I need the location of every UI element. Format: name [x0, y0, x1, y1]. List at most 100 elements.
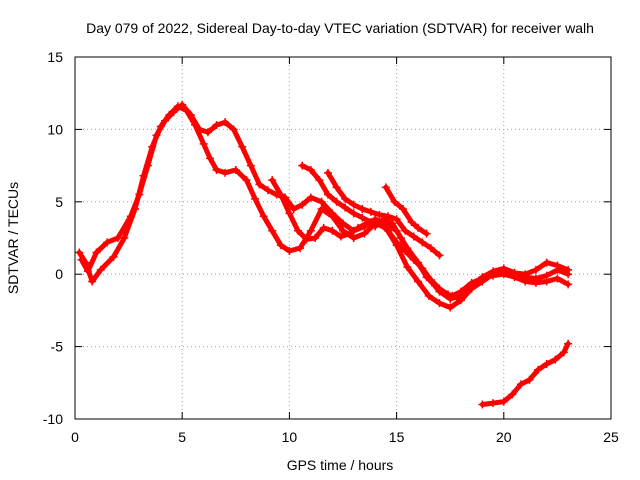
data-point	[401, 226, 410, 235]
data-point	[229, 125, 238, 134]
data-point	[276, 190, 285, 199]
x-axis-label: GPS time / hours	[287, 457, 394, 473]
data-point	[516, 380, 525, 389]
data-point	[75, 248, 84, 257]
data-point	[392, 215, 401, 224]
data-point	[341, 194, 350, 203]
data-point	[83, 267, 92, 276]
data-point	[424, 291, 433, 300]
data-point	[323, 190, 332, 199]
data-point	[268, 176, 277, 185]
series-line	[325, 170, 442, 258]
data-point	[242, 176, 251, 185]
data-point	[489, 399, 498, 408]
data-point	[88, 277, 97, 286]
series-track-e	[323, 168, 444, 260]
data-point	[366, 207, 375, 216]
chart-title: Day 079 of 2022, Sidereal Day-to-day VTE…	[86, 20, 594, 36]
data-point	[499, 397, 508, 406]
data-point	[401, 247, 410, 256]
data-point	[375, 219, 384, 228]
data-point	[268, 226, 277, 235]
y-tick-label: 15	[47, 49, 63, 65]
data-point	[293, 226, 302, 235]
data-point	[478, 400, 487, 409]
data-point	[263, 186, 272, 195]
data-point	[152, 131, 161, 140]
data-point	[311, 234, 320, 242]
data-point	[360, 229, 369, 238]
plot-frame	[74, 56, 612, 420]
data-point	[553, 274, 562, 283]
data-point	[531, 265, 540, 274]
data-point	[542, 258, 551, 267]
data-point	[444, 290, 453, 299]
y-tick-label: 10	[47, 121, 63, 137]
data-point	[302, 235, 311, 244]
data-point	[366, 218, 375, 227]
data-point	[92, 248, 101, 257]
data-point	[143, 161, 152, 170]
data-point	[499, 270, 508, 279]
data-point	[388, 219, 397, 228]
data-point	[489, 271, 498, 280]
data-point	[306, 165, 315, 174]
data-point	[435, 299, 444, 308]
data-point	[317, 205, 326, 214]
data-point	[531, 278, 540, 287]
data-point	[77, 255, 86, 264]
data-point	[418, 238, 427, 247]
data-point	[113, 234, 122, 242]
data-point	[435, 284, 444, 293]
data-point	[435, 251, 444, 260]
data-point	[418, 264, 427, 273]
data-point	[195, 125, 204, 134]
data-point	[251, 194, 260, 203]
data-point	[559, 348, 568, 357]
data-point	[426, 244, 435, 253]
data-point	[525, 375, 534, 384]
data-point	[456, 287, 465, 296]
data-series	[75, 100, 573, 409]
data-point	[384, 212, 393, 221]
data-point	[96, 265, 105, 274]
x-tick-label: 25	[603, 429, 619, 445]
data-point	[409, 255, 418, 264]
data-point	[178, 100, 187, 109]
y-tick-label: -5	[51, 339, 64, 355]
data-point	[392, 238, 401, 247]
data-point	[349, 200, 358, 209]
y-tick-label: -10	[43, 411, 63, 427]
data-point	[103, 238, 112, 247]
series-line	[383, 184, 430, 237]
data-point	[221, 168, 230, 177]
data-point	[414, 223, 423, 232]
series-line	[479, 341, 571, 407]
data-point	[478, 274, 487, 283]
data-point	[285, 247, 294, 256]
data-point	[238, 142, 247, 151]
series-line	[299, 163, 460, 300]
data-point	[199, 139, 208, 148]
data-point	[564, 339, 573, 348]
data-point	[169, 108, 178, 117]
data-point	[358, 213, 367, 222]
data-point	[553, 261, 562, 270]
data-point	[203, 128, 212, 137]
data-point	[319, 223, 328, 232]
data-point	[221, 118, 230, 127]
data-point	[285, 209, 294, 218]
data-point	[521, 270, 530, 279]
x-tick-label: 5	[178, 429, 186, 445]
data-point	[452, 293, 461, 302]
x-tick-label: 0	[71, 429, 79, 445]
data-point	[564, 265, 573, 274]
ticks: 0 5 10 15 20 25 -10 -5 0 5 10 15	[43, 49, 619, 445]
data-point	[354, 223, 363, 232]
data-point	[339, 219, 347, 228]
data-point	[246, 161, 255, 170]
data-point	[126, 212, 135, 221]
data-point	[212, 165, 221, 174]
series-track-d	[298, 161, 461, 302]
